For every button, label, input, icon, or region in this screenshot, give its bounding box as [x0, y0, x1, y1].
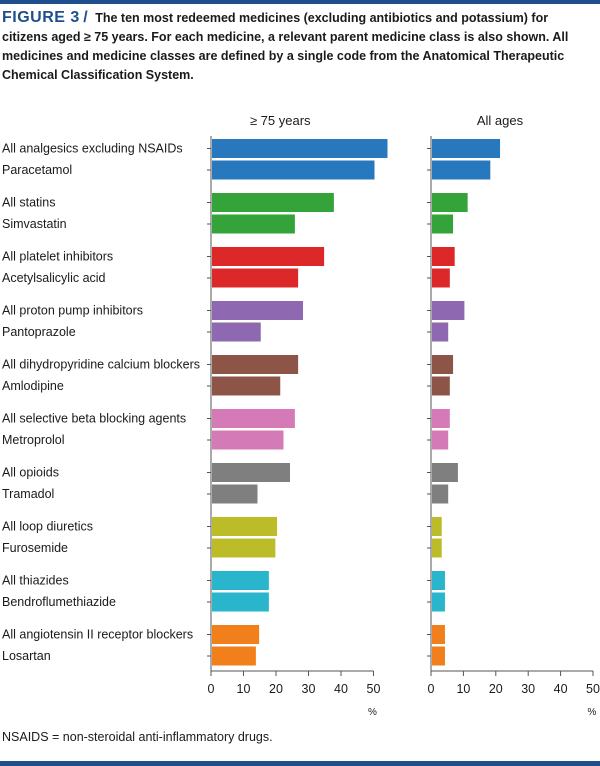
category-label: Bendroflumethiazide	[2, 595, 116, 609]
category-label: All selective beta blocking agents	[2, 412, 186, 426]
bar	[212, 214, 295, 234]
bar	[432, 214, 454, 234]
category-label: Losartan	[2, 649, 51, 663]
x-tick-label: 40	[554, 682, 568, 696]
category-label: Simvastatin	[2, 217, 67, 231]
category-label: Paracetamol	[2, 163, 72, 177]
x-tick-label: 10	[456, 682, 470, 696]
bar	[212, 376, 281, 396]
bar	[212, 247, 325, 266]
bar	[432, 160, 491, 180]
bar	[212, 301, 303, 320]
bar	[212, 592, 269, 612]
category-label: All proton pump inhibitors	[2, 304, 143, 318]
category-label: All analgesics excluding NSAIDs	[2, 142, 183, 156]
bar	[432, 409, 450, 428]
bar	[432, 193, 468, 212]
bar	[432, 625, 445, 644]
bar	[432, 268, 450, 288]
bar	[212, 646, 256, 666]
x-tick-label: 30	[302, 682, 316, 696]
panel-title: All ages	[477, 113, 524, 128]
x-tick-label: 10	[237, 682, 251, 696]
figure-slash: /	[83, 9, 88, 26]
footnote: NSAIDS = non-steroidal anti-inflammatory…	[2, 730, 273, 744]
category-label: All angiotensin II receptor blockers	[2, 628, 193, 642]
bar	[432, 484, 449, 504]
bar	[432, 517, 442, 536]
bar	[212, 322, 261, 342]
category-label: Furosemide	[2, 541, 68, 555]
category-label: Pantoprazole	[2, 325, 76, 339]
panel-title: ≥ 75 years	[250, 113, 311, 128]
bar	[212, 139, 388, 158]
bar	[212, 268, 299, 288]
category-label: All opioids	[2, 466, 59, 480]
bar	[432, 571, 445, 590]
x-tick-label: 30	[521, 682, 535, 696]
bar	[432, 646, 445, 666]
x-tick-label: 50	[586, 682, 600, 696]
figure-label: FIGURE 3	[2, 9, 80, 26]
x-tick-label: 40	[334, 682, 348, 696]
bar	[432, 538, 442, 558]
bar	[432, 301, 465, 320]
category-label: All platelet inhibitors	[2, 250, 113, 264]
bar	[212, 193, 334, 212]
bar	[432, 463, 458, 482]
category-label: All thiazides	[2, 574, 69, 588]
bar	[212, 355, 299, 374]
figure-header: FIGURE 3 / The ten most redeemed medicin…	[2, 8, 596, 85]
x-tick-label: 20	[269, 682, 283, 696]
category-label: All loop diuretics	[2, 520, 93, 534]
bar	[432, 355, 454, 374]
x-tick-label: 50	[367, 682, 381, 696]
x-unit-label: %	[588, 707, 597, 718]
bar	[212, 625, 260, 644]
bar	[212, 538, 276, 558]
bar	[212, 484, 258, 504]
bar	[432, 430, 449, 450]
x-tick-label: 0	[428, 682, 435, 696]
bar	[212, 517, 277, 536]
category-label: Amlodipine	[2, 379, 64, 393]
bar	[212, 430, 284, 450]
x-unit-label: %	[368, 707, 377, 718]
bar	[432, 247, 455, 266]
category-label: All statins	[2, 196, 56, 210]
bar	[212, 409, 295, 428]
bar	[432, 592, 445, 612]
bar	[212, 160, 375, 180]
x-tick-label: 0	[208, 682, 215, 696]
bar	[212, 463, 290, 482]
bottom-rule	[0, 761, 600, 766]
figure-caption: The ten most redeemed medicines (excludi…	[2, 11, 569, 82]
top-rule	[0, 0, 600, 4]
bar	[432, 376, 450, 396]
bar	[212, 571, 269, 590]
category-label: Acetylsalicylic acid	[2, 271, 106, 285]
category-label: All dihydropyridine calcium blockers	[2, 358, 200, 372]
bar	[432, 322, 449, 342]
category-label: Metroprolol	[2, 433, 65, 447]
bar	[432, 139, 501, 158]
x-tick-label: 20	[489, 682, 503, 696]
category-label: Tramadol	[2, 487, 54, 501]
